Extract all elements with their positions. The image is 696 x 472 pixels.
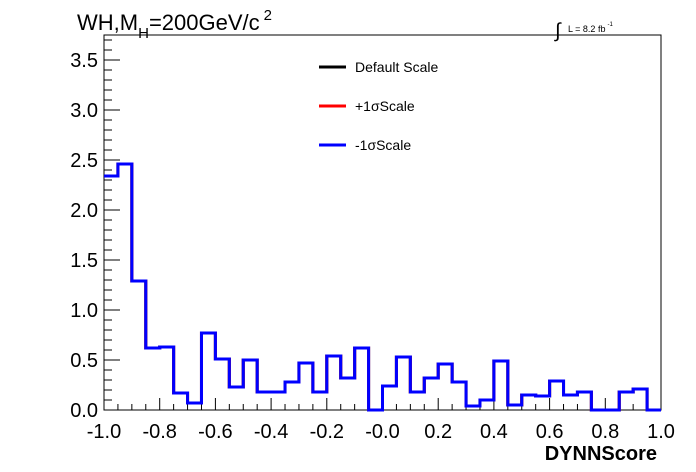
y-tick-label: 1.5 bbox=[70, 250, 98, 272]
x-tick-label: -1.0 bbox=[87, 421, 121, 443]
y-tick-label: 2.0 bbox=[70, 200, 98, 222]
series-lines bbox=[104, 162, 661, 412]
y-tick-label: 0.0 bbox=[70, 400, 98, 422]
chart-title: WH,MH=200GeV/c 2 bbox=[77, 7, 272, 42]
x-tick-label: -0.0 bbox=[365, 421, 399, 443]
legend-label: -1σScale bbox=[355, 137, 411, 153]
series-line-1 bbox=[104, 162, 661, 412]
lumi-integral-symbol: ∫ bbox=[554, 20, 562, 42]
x-tick-label: -0.2 bbox=[310, 421, 344, 443]
y-tick-label: 3.0 bbox=[70, 100, 98, 122]
x-tick-label: -0.6 bbox=[198, 421, 232, 443]
x-tick-label: 0.6 bbox=[536, 421, 564, 443]
y-tick-label: 1.0 bbox=[70, 300, 98, 322]
legend-label: +1σScale bbox=[355, 98, 415, 114]
y-tick-label: 3.5 bbox=[70, 50, 98, 72]
x-tick-label: 0.8 bbox=[591, 421, 619, 443]
legend-label: Default Scale bbox=[355, 59, 438, 75]
x-axis: -1.0 -0.8 -0.6 -0.4 -0.2 -0.0 0.2 0.4 0.6 0.8 1.0 bbox=[87, 398, 675, 443]
y-tick-label: 0.5 bbox=[70, 350, 98, 372]
legend: Default Scale +1σScale -1σScale bbox=[319, 59, 438, 153]
x-tick-label: -0.8 bbox=[142, 421, 176, 443]
lumi-label: L = 8.2 fb -1 bbox=[568, 22, 613, 34]
x-axis-label: DYNNScore bbox=[545, 443, 657, 465]
y-axis: 0.0 0.5 1.0 1.5 2.0 2.5 3.0 3.5 bbox=[70, 39, 120, 422]
x-tick-label: -0.4 bbox=[254, 421, 288, 443]
series-line-2 bbox=[104, 162, 661, 412]
plot-frame bbox=[103, 34, 662, 411]
x-tick-label: 0.2 bbox=[424, 421, 452, 443]
x-tick-label: 1.0 bbox=[647, 421, 675, 443]
y-tick-label: 2.5 bbox=[70, 150, 98, 172]
x-tick-label: 0.4 bbox=[480, 421, 508, 443]
series-line-0 bbox=[104, 162, 661, 412]
